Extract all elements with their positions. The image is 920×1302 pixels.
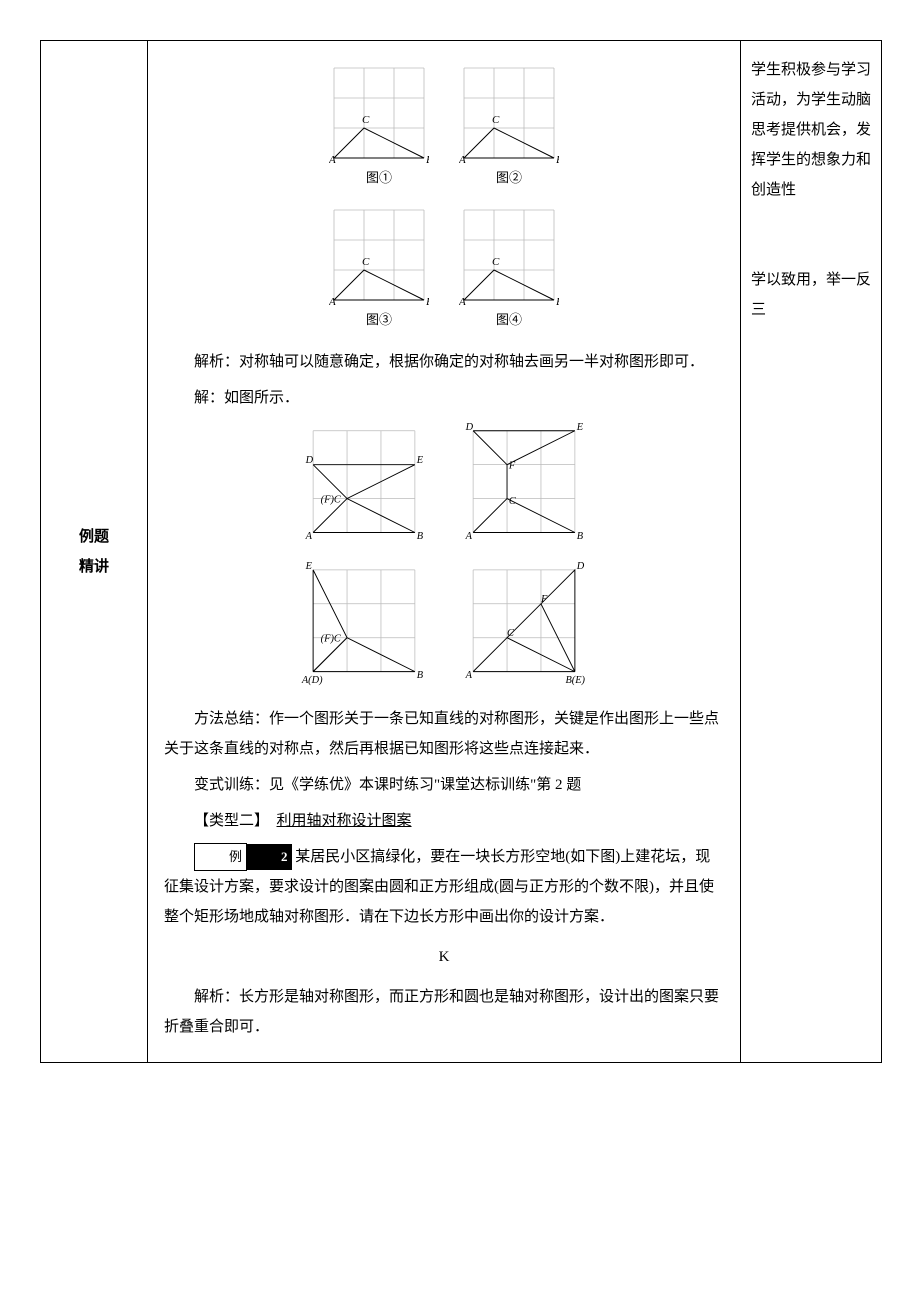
svg-text:B: B	[417, 531, 424, 542]
top-figure-row-1: A B C 图① A B C 图②	[164, 63, 724, 191]
svg-text:A: A	[459, 296, 466, 305]
svg-text:A: A	[329, 154, 336, 163]
example-number: 2	[247, 844, 292, 870]
svg-text:C: C	[492, 256, 500, 268]
svg-text:B(E): B(E)	[565, 675, 585, 686]
type-title: 利用轴对称设计图案	[277, 813, 412, 829]
sol-fig-1: A B (F)C D E	[299, 421, 429, 546]
analysis-text: 解析：对称轴可以随意确定，根据你确定的对称轴去画另一半对称图形即可．	[164, 347, 724, 377]
analysis-2: 解析：长方形是轴对称图形，而正方形和圆也是轴对称图形，设计出的图案只要折叠重合即…	[164, 982, 724, 1042]
svg-text:(F)C: (F)C	[321, 494, 341, 505]
fig-1-caption: 图①	[329, 165, 429, 191]
section-label-2: 精讲	[79, 552, 109, 582]
svg-text:D: D	[576, 561, 585, 572]
sol-fig-4: A B(E) C D F	[459, 560, 589, 690]
example-2: 例2 某居民小区搞绿化，要在一块长方形空地(如下图)上建花坛，现征集设计方案，要…	[164, 842, 724, 932]
svg-text:B: B	[577, 531, 584, 542]
svg-text:E: E	[305, 561, 313, 572]
margin-note-1: 学生积极参与学习活动，为学生动脑思考提供机会，发挥学生的想象力和创造性	[751, 55, 871, 205]
example-tag: 例	[194, 843, 247, 871]
svg-text:C: C	[509, 496, 516, 507]
main-content: A B C 图① A B C 图②	[148, 41, 741, 1062]
svg-text:C: C	[492, 114, 500, 126]
sol-fig-2: A B C D E F	[459, 421, 589, 546]
svg-text:B: B	[426, 296, 429, 305]
margin-note-2: 学以致用，举一反三	[751, 265, 871, 325]
solution-label: 解：如图所示．	[164, 383, 724, 413]
fig-3: A B C 图③	[329, 205, 429, 333]
fig-2-caption: 图②	[459, 165, 559, 191]
section-label: 例题 精讲	[41, 41, 148, 1062]
fig-1: A B C 图①	[329, 63, 429, 191]
svg-text:F: F	[540, 594, 548, 605]
svg-text:D: D	[465, 422, 474, 433]
margin-notes: 学生积极参与学习活动，为学生动脑思考提供机会，发挥学生的想象力和创造性 学以致用…	[741, 41, 881, 1062]
top-figure-row-2: A B C 图③ A B C 图④	[164, 205, 724, 333]
svg-text:A: A	[329, 296, 336, 305]
svg-text:(F)C: (F)C	[321, 633, 341, 644]
type-2-heading: 【类型二】 利用轴对称设计图案	[164, 806, 724, 836]
svg-text:E: E	[576, 422, 584, 433]
svg-text:A: A	[459, 154, 466, 163]
sol-fig-3: A(D) B (F)C E	[299, 560, 429, 690]
svg-text:B: B	[417, 670, 424, 681]
solution-figure-row-2: A(D) B (F)C E A B(E) C	[164, 560, 724, 690]
svg-text:B: B	[426, 154, 429, 163]
svg-text:A: A	[465, 670, 473, 681]
svg-text:D: D	[305, 455, 314, 466]
svg-text:A(D): A(D)	[301, 675, 323, 686]
figure-placeholder-k: K	[164, 942, 724, 972]
svg-text:C: C	[507, 628, 514, 639]
type-label: 【类型二】	[194, 813, 269, 829]
solution-figure-row-1: A B (F)C D E A B	[164, 421, 724, 546]
svg-text:F: F	[508, 460, 516, 471]
svg-text:A: A	[465, 531, 473, 542]
svg-text:E: E	[416, 455, 424, 466]
svg-text:C: C	[362, 256, 370, 268]
variant-training: 变式训练：见《学练优》本课时练习"课堂达标训练"第 2 题	[164, 770, 724, 800]
section-label-1: 例题	[79, 522, 109, 552]
svg-text:A: A	[305, 531, 313, 542]
fig-3-caption: 图③	[329, 307, 429, 333]
method-summary: 方法总结：作一个图形关于一条已知直线的对称图形，关键是作出图形上一些点关于这条直…	[164, 704, 724, 764]
svg-text:B: B	[556, 296, 559, 305]
fig-2: A B C 图②	[459, 63, 559, 191]
fig-4-caption: 图④	[459, 307, 559, 333]
svg-text:C: C	[362, 114, 370, 126]
svg-text:B: B	[556, 154, 559, 163]
fig-4: A B C 图④	[459, 205, 559, 333]
